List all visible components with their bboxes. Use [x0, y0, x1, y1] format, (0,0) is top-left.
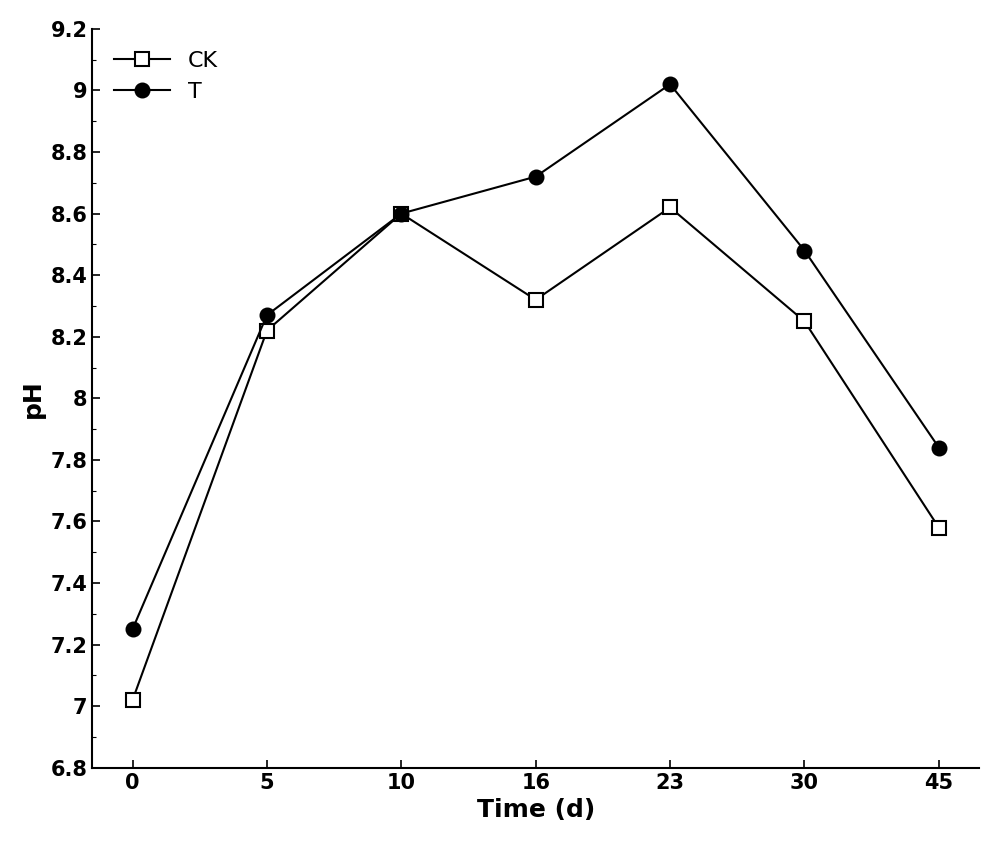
- Line: T: T: [126, 78, 946, 636]
- Line: CK: CK: [126, 201, 946, 707]
- T: [664, 79, 676, 89]
- T: [127, 624, 139, 634]
- CK: [395, 208, 407, 218]
- T: [530, 172, 542, 182]
- T: [395, 208, 407, 218]
- CK: [261, 325, 273, 336]
- T: [933, 443, 945, 453]
- Y-axis label: pH: pH: [21, 379, 45, 417]
- T: [261, 310, 273, 320]
- CK: [127, 695, 139, 705]
- CK: [530, 295, 542, 305]
- T: [798, 245, 810, 255]
- Legend: CK, T: CK, T: [103, 40, 229, 113]
- CK: [798, 316, 810, 326]
- X-axis label: Time (d): Time (d): [477, 798, 595, 822]
- CK: [664, 202, 676, 212]
- CK: [933, 523, 945, 533]
